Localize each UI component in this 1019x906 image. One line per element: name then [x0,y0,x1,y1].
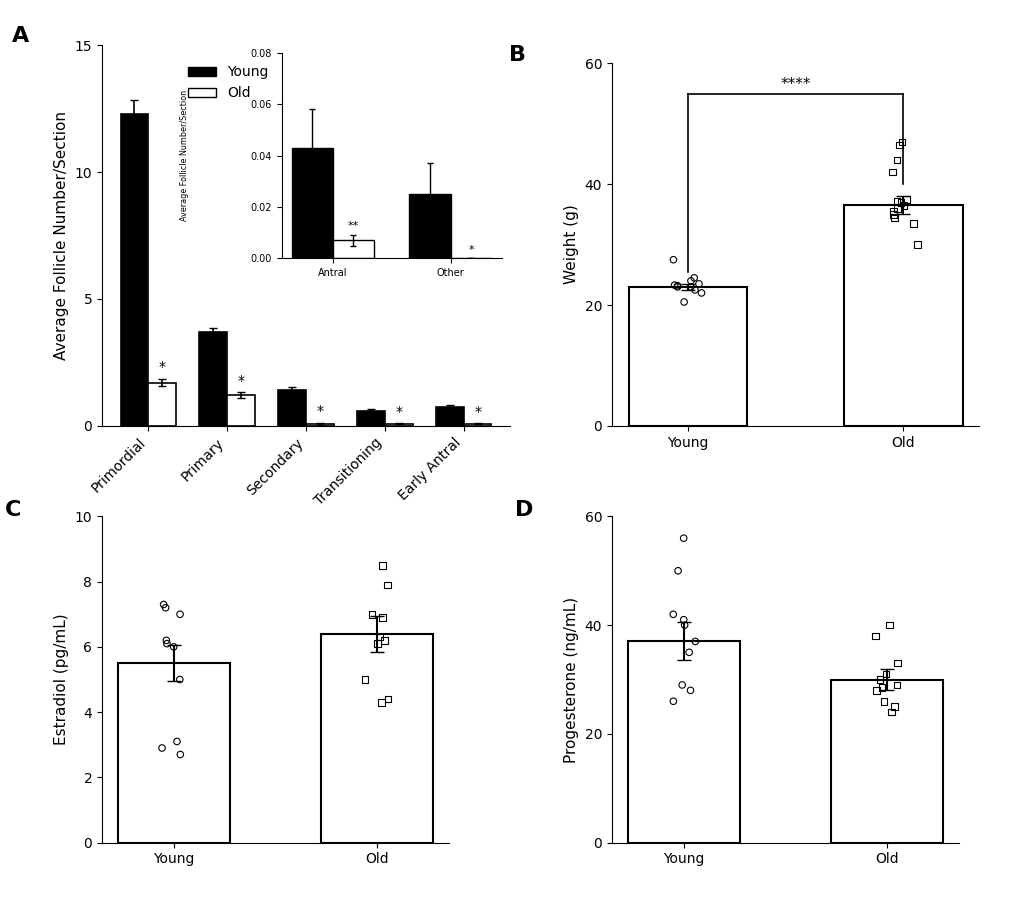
Point [682,683,698,698]
Bar [148,382,175,426]
Bar [627,641,739,843]
Bar [200,332,227,426]
Bar [321,634,433,843]
Point [157,601,173,615]
Point [898,192,914,207]
Point [369,636,385,651]
Y-axis label: Weight (g): Weight (g) [564,205,579,284]
Point [893,135,909,149]
Point [888,194,904,208]
Point [676,618,692,632]
Text: *: * [316,404,323,419]
Point [867,683,883,698]
Point [676,294,692,309]
Point [159,636,175,651]
Point [357,672,373,687]
Point [380,692,396,707]
Point [883,165,900,179]
Point [877,667,894,681]
Point [675,612,691,627]
Point [371,630,387,644]
Bar [844,206,962,426]
Point [664,694,681,708]
Point [664,607,681,622]
Bar [830,680,943,843]
Point [158,633,174,648]
Point [682,280,698,294]
Point [884,207,901,222]
Point [665,278,682,293]
Point [364,607,380,622]
Point [884,204,901,218]
Point [904,217,920,231]
Point [690,276,706,291]
Y-axis label: Progesterone (ng/mL): Progesterone (ng/mL) [564,596,579,763]
Point [668,280,685,294]
Point [889,656,905,670]
Point [693,285,709,300]
Point [880,618,897,632]
Point [866,629,882,643]
Point [889,201,905,216]
Point [889,678,905,692]
Point [154,741,170,756]
Point [172,607,189,622]
Bar [357,410,384,426]
Text: C: C [5,500,21,520]
Legend: Young, Old: Young, Old [182,60,273,106]
Point [681,645,697,660]
Point [886,210,902,225]
Y-axis label: Average Follicle Number/Section: Average Follicle Number/Section [54,111,69,360]
X-axis label: Follicle Type: Follicle Type [260,519,352,535]
Bar [278,390,306,426]
Point [168,734,184,748]
Point [682,274,698,288]
Point [165,640,181,654]
Bar [628,287,746,426]
Bar [464,424,491,426]
Bar [117,663,229,843]
Point [871,672,888,687]
Text: *: * [474,405,481,419]
Point [155,597,171,612]
Text: B: B [508,45,526,65]
Point [674,678,690,692]
Text: ****: **** [780,77,810,92]
Text: *: * [394,405,401,419]
Point [886,699,902,714]
Bar [436,407,464,426]
Point [686,271,702,285]
Y-axis label: Estradiol (pg/mL): Estradiol (pg/mL) [54,613,69,746]
Point [171,672,187,687]
Point [875,694,892,708]
Text: D: D [515,500,533,520]
Point [374,611,390,625]
Point [893,195,909,209]
Point [882,705,899,719]
Text: *: * [237,374,245,388]
Text: *: * [158,361,165,374]
Point [373,695,389,709]
Bar [120,114,148,426]
Point [376,633,392,648]
Point [668,278,685,293]
Point [172,747,189,762]
Point [873,680,890,695]
Point [675,531,691,545]
Point [374,558,390,573]
Point [687,634,703,649]
Point [891,138,907,152]
Point [686,283,702,297]
Bar [306,424,333,426]
Point [895,198,911,213]
Text: A: A [12,26,30,46]
Point [669,564,686,578]
Point [664,253,681,267]
Point [908,237,924,252]
Point [888,153,904,168]
Bar [384,424,412,426]
Point [379,578,395,593]
Bar [227,395,255,426]
